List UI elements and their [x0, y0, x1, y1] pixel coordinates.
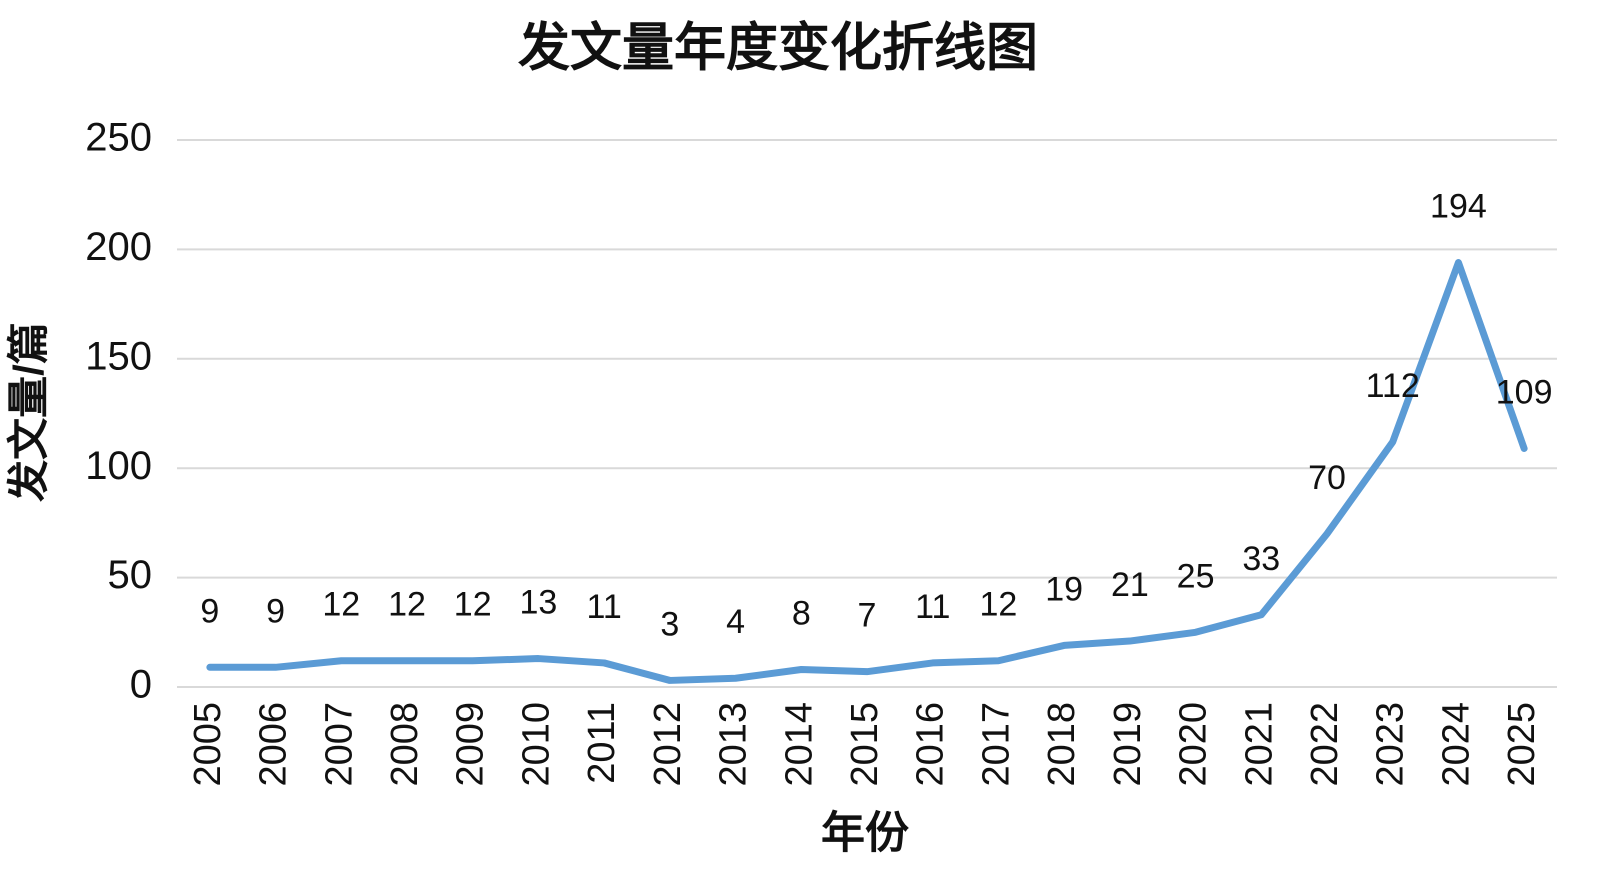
data-label: 109 — [1496, 373, 1553, 411]
data-label: 7 — [858, 597, 877, 635]
data-label: 11 — [586, 588, 621, 626]
data-label: 9 — [200, 592, 219, 630]
data-label: 4 — [726, 603, 745, 641]
data-label: 70 — [1308, 459, 1346, 497]
x-tick-label: 2016 — [910, 702, 952, 787]
x-tick-label: 2007 — [318, 702, 360, 787]
x-tick-label: 2013 — [713, 702, 755, 787]
x-tick-label: 2025 — [1501, 702, 1543, 787]
data-label: 12 — [388, 586, 426, 624]
data-label: 25 — [1177, 557, 1215, 595]
y-tick-label: 250 — [85, 116, 152, 160]
y-tick-label: 0 — [130, 663, 152, 707]
data-label: 3 — [660, 605, 679, 643]
data-label: 33 — [1242, 540, 1280, 578]
x-axis-title: 年份 — [821, 809, 909, 858]
y-tick-label: 200 — [85, 225, 152, 269]
x-tick-label: 2015 — [844, 702, 886, 787]
data-label: 13 — [520, 584, 558, 622]
data-label: 11 — [915, 588, 950, 626]
chart-title: 发文量年度变化折线图 — [518, 20, 1038, 78]
x-tick-label: 2008 — [384, 702, 426, 787]
x-tick-label: 2009 — [450, 702, 492, 787]
x-tick-label: 2010 — [515, 702, 557, 787]
data-label: 8 — [792, 594, 811, 632]
data-label: 19 — [1045, 570, 1083, 608]
data-label: 12 — [454, 586, 492, 624]
data-label: 12 — [322, 586, 360, 624]
x-tick-label: 2011 — [581, 702, 623, 784]
x-tick-label: 2024 — [1435, 702, 1477, 787]
x-tick-label: 2005 — [187, 702, 229, 787]
y-axis-title: 发文量/篇 — [5, 322, 52, 502]
x-tick-label: 2006 — [253, 702, 295, 787]
x-tick-label: 2017 — [975, 702, 1017, 787]
y-tick-label: 150 — [85, 334, 152, 378]
y-tick-label: 50 — [108, 553, 153, 597]
data-line — [206, 259, 1528, 684]
x-tick-label: 2014 — [778, 702, 820, 787]
data-label: 12 — [980, 586, 1018, 624]
x-tick-label: 2020 — [1173, 702, 1215, 787]
data-label: 112 — [1366, 367, 1420, 405]
x-tick-label: 2019 — [1107, 702, 1149, 787]
x-tick-label: 2022 — [1304, 702, 1346, 787]
x-tick-label: 2023 — [1370, 702, 1412, 787]
x-tick-label: 2012 — [647, 702, 689, 787]
x-tick-label: 2021 — [1238, 702, 1280, 787]
x-tick-label: 2018 — [1041, 702, 1083, 787]
data-label: 9 — [266, 592, 285, 630]
data-label: 194 — [1430, 188, 1487, 226]
data-label: 21 — [1111, 566, 1149, 604]
y-tick-label: 100 — [85, 444, 152, 488]
